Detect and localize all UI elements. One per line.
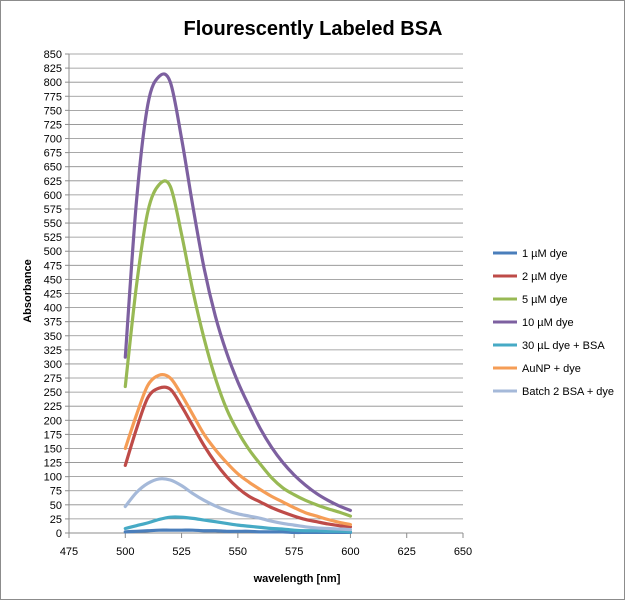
legend-entry-batch-2-bsa-dye: Batch 2 BSA + dye — [522, 386, 614, 398]
x-tick-label: 575 — [285, 546, 303, 558]
y-tick-label: 450 — [44, 274, 62, 286]
series-line-5-m-dye — [123, 179, 353, 518]
gridlines — [69, 53, 463, 520]
y-tick-label: 800 — [44, 77, 62, 89]
y-tick-label: 675 — [44, 148, 62, 160]
x-tick-label: 600 — [341, 546, 359, 558]
x-tick-label: 500 — [116, 546, 134, 558]
legend-entry-1-m-dye: 1 µM dye — [522, 248, 567, 260]
x-axis-label: wavelength [nm] — [253, 573, 341, 585]
y-tick-label: 50 — [50, 500, 62, 512]
y-tick-label: 75 — [50, 486, 62, 498]
y-tick-label: 700 — [44, 134, 62, 146]
series-line-aunp-dye — [123, 373, 353, 527]
y-tick-label: 325 — [44, 345, 62, 357]
y-tick-label: 300 — [44, 359, 62, 371]
x-tick-label: 625 — [398, 546, 416, 558]
series-line-30-l-dye-bsa — [123, 515, 353, 534]
y-tick-label: 475 — [44, 260, 62, 272]
y-tick-label: 625 — [44, 176, 62, 188]
y-tick-label: 750 — [44, 105, 62, 117]
legend-entry-2-m-dye: 2 µM dye — [522, 271, 567, 283]
series-line-10-m-dye — [123, 72, 353, 513]
x-tick-label: 650 — [454, 546, 472, 558]
y-tick-label: 825 — [44, 63, 62, 75]
x-tick-label: 550 — [229, 546, 247, 558]
series-line-2-m-dye — [123, 385, 353, 529]
y-tick-label: 225 — [44, 401, 62, 413]
y-tick-label: 775 — [44, 91, 62, 103]
y-tick-label: 25 — [50, 514, 62, 526]
y-tick-label: 600 — [44, 190, 62, 202]
y-tick-label: 100 — [44, 472, 62, 484]
y-tick-label: 350 — [44, 331, 62, 343]
legend-entry-aunp-dye: AuNP + dye — [522, 363, 581, 375]
axes: 0 25 50 75 100 125 150 175 200 225 250 275 300 325 350… — [44, 49, 473, 558]
x-tick-label: 525 — [172, 546, 190, 558]
legend-entry-10-m-dye: 10 µM dye — [522, 317, 574, 329]
y-tick-label: 200 — [44, 415, 62, 427]
y-tick-label: 150 — [44, 443, 62, 455]
y-tick-label: 0 — [56, 528, 62, 540]
legend-entry-5-m-dye: 5 µM dye — [522, 294, 567, 306]
y-tick-label: 725 — [44, 119, 62, 131]
legend: 1 µM dye 2 µM dye 5 µM dye 10 µM dye 30 µL d… — [493, 248, 614, 398]
y-tick-label: 850 — [44, 49, 62, 61]
series-line-batch-2-bsa-dye — [123, 477, 353, 532]
y-tick-label: 175 — [44, 429, 62, 441]
chart-title: Flourescently Labeled BSA — [184, 18, 443, 40]
y-tick-label: 650 — [44, 162, 62, 174]
y-tick-label: 275 — [44, 373, 62, 385]
x-tick-label: 475 — [60, 546, 78, 558]
y-tick-label: 500 — [44, 246, 62, 258]
y-tick-label: 525 — [44, 232, 62, 244]
y-tick-label: 550 — [44, 218, 62, 230]
series-lines — [123, 72, 353, 535]
y-axis-label: Absorbance — [22, 259, 34, 323]
y-tick-label: 375 — [44, 317, 62, 329]
y-tick-label: 250 — [44, 387, 62, 399]
y-tick-label: 125 — [44, 458, 62, 470]
y-tick-label: 575 — [44, 204, 62, 216]
legend-entry-30-l-dye-bsa: 30 µL dye + BSA — [522, 340, 605, 352]
series-line-1-m-dye — [123, 528, 353, 535]
y-tick-label: 400 — [44, 303, 62, 315]
y-tick-label: 425 — [44, 289, 62, 301]
